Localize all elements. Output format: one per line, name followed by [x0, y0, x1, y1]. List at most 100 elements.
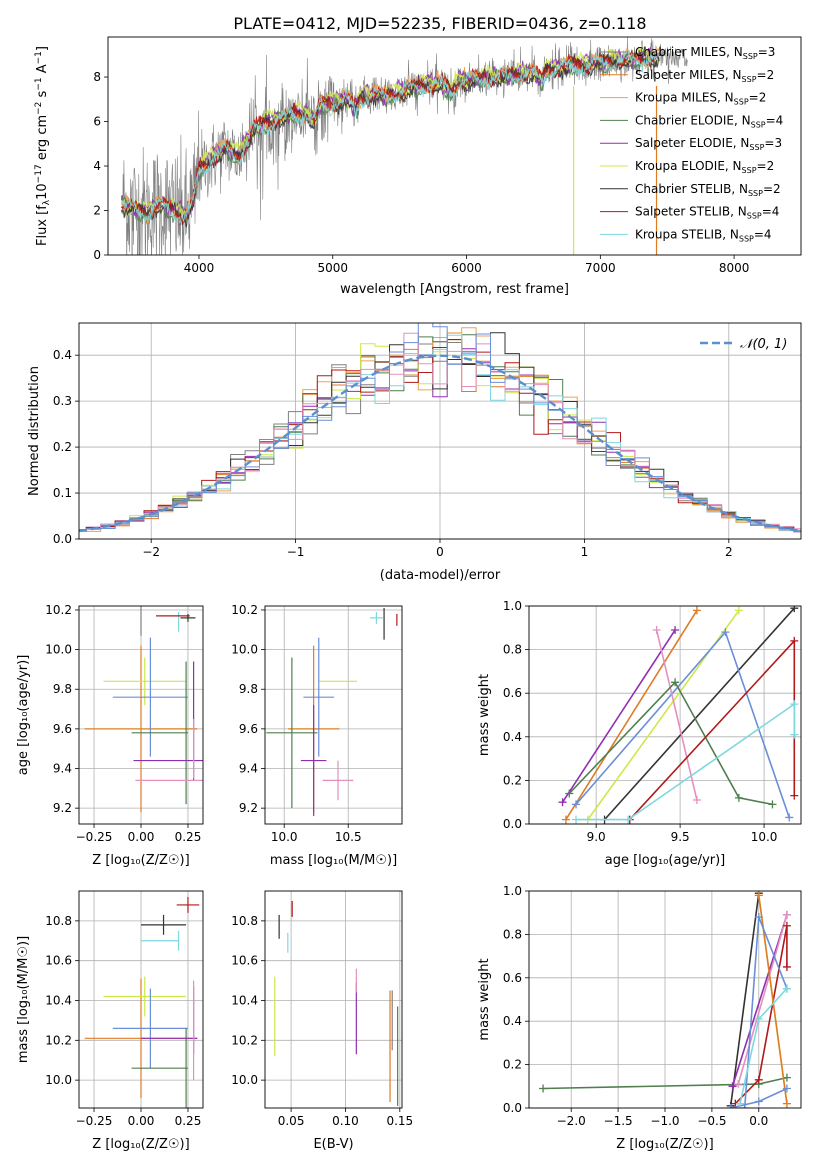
y-tick-label: 0.4 — [53, 348, 72, 362]
weight-marker — [734, 793, 743, 802]
weight-line — [576, 702, 796, 821]
y-tick-label: 10.2 — [45, 603, 72, 617]
y-tick-label: 9.2 — [239, 801, 258, 815]
figure-title: PLATE=0412, MJD=52235, FIBERID=0436, z=0… — [233, 14, 646, 33]
x-tick-label: −0.25 — [76, 1114, 113, 1128]
x-tick-label: 9.5 — [671, 830, 690, 844]
x-axis-label: (data-model)/error — [380, 568, 501, 583]
weight-marker — [790, 606, 799, 613]
plot-area — [84, 606, 203, 813]
legend-entry: Kroupa STELIB, NSSP=4 — [635, 227, 772, 243]
histogram-panel: −2 −1 0 1 2 0.0 0.1 0.2 0.3 0.4 (data-model)/error… — [27, 322, 802, 583]
y-axis-label: Flux [fλ10−17 erg cm−2 s−1 A−1] — [34, 46, 52, 246]
weight-marker — [790, 636, 799, 645]
weight-marker — [782, 1084, 791, 1093]
normal-curve — [79, 354, 801, 533]
y-tick-label: 0.0 — [503, 817, 522, 831]
x-tick-label: −1.0 — [650, 1114, 679, 1128]
y-tick-label: 9.8 — [53, 682, 72, 696]
x-tick-label: 10.0 — [271, 830, 298, 844]
plot-area — [84, 896, 200, 1108]
y-tick-label: 10.0 — [45, 643, 72, 657]
weight-line — [737, 914, 788, 1085]
y-tick-label: 10.0 — [45, 1073, 72, 1087]
y-tick-label: 1.0 — [503, 599, 522, 613]
y-tick-label: 10.8 — [45, 914, 72, 928]
weight-marker — [782, 921, 791, 930]
weight-marker — [565, 789, 574, 798]
x-tick-label: 5000 — [317, 261, 348, 275]
y-tick-label: 0.8 — [503, 927, 522, 941]
mass_vs_Z-panel: −0.25 0.00 0.25 10.0 10.2 10.4 10.6 10.8 Z [log₁… — [16, 890, 204, 1152]
x-tick-label: 0.25 — [175, 1114, 202, 1128]
x-axis-label: Z [log₁₀(Z/Z☉)] — [92, 1137, 189, 1152]
y-tick-label: 0.2 — [53, 440, 72, 454]
weight-marker — [790, 700, 799, 709]
weight-marker — [671, 678, 680, 687]
x-tick-label: 10.0 — [751, 830, 778, 844]
y-tick-label: 0.3 — [53, 394, 72, 408]
weight-marker — [782, 1099, 791, 1108]
histogram-step — [79, 332, 801, 532]
y-tick-label: 1.0 — [503, 884, 522, 898]
y-tick-label: 10.2 — [231, 603, 258, 617]
x-tick-label: −0.5 — [697, 1114, 726, 1128]
y-tick-label: 10.4 — [45, 993, 72, 1007]
x-tick-label: −1 — [287, 545, 305, 559]
y-tick-label: 0 — [93, 248, 101, 262]
x-tick-label: −0.25 — [76, 830, 113, 844]
weight-marker — [782, 910, 791, 919]
y-axis-label: mass weight — [477, 958, 492, 1040]
weight-line — [655, 629, 698, 801]
x-tick-label: −1.5 — [604, 1114, 633, 1128]
y-tick-label: 0.6 — [503, 686, 522, 700]
x-tick-label: 2 — [725, 545, 733, 559]
legend-entry: Salpeter ELODIE, NSSP=3 — [635, 136, 782, 152]
x-tick-label: 7000 — [585, 261, 616, 275]
y-tick-label: 0.0 — [53, 532, 72, 546]
weight-marker — [652, 625, 661, 634]
y-axis-label: Normed distribution — [27, 366, 42, 496]
y-tick-label: 0.8 — [503, 643, 522, 657]
weight-marker — [790, 730, 799, 739]
y-tick-label: 0.4 — [503, 730, 522, 744]
x-tick-label: 0 — [436, 545, 444, 559]
weight-marker — [671, 625, 680, 634]
y-tick-label: 9.8 — [239, 682, 258, 696]
legend-entry: Kroupa ELODIE, NSSP=2 — [635, 159, 774, 175]
x-axis-label: E(B-V) — [313, 1137, 353, 1152]
y-axis-label: mass [log₁₀(M/M☉)] — [16, 936, 31, 1063]
plot-area — [120, 37, 688, 255]
y-tick-label: 10.0 — [231, 643, 258, 657]
x-axis-label: wavelength [Angstrom, rest frame] — [340, 282, 569, 297]
y-tick-label: 10.2 — [231, 1033, 258, 1047]
weight-marker — [624, 815, 633, 824]
model-spectrum-line — [120, 49, 660, 224]
weight-marker — [790, 791, 799, 800]
weight-marker — [734, 1080, 743, 1089]
weight_vs_age-panel: 9.0 9.5 10.0 0.0 0.2 0.4 0.6 0.8 1.0 age [log₁₀(a… — [477, 599, 802, 868]
x-axis-label: Z [log₁₀(Z/Z☉)] — [616, 1137, 713, 1152]
weight-marker — [785, 813, 794, 822]
histogram-step — [79, 342, 801, 533]
y-tick-label: 0.6 — [503, 971, 522, 985]
x-tick-label: 1 — [581, 545, 589, 559]
x-axis-label: age [log₁₀(age/yr)] — [605, 853, 726, 868]
x-tick-label: 0.15 — [386, 1114, 413, 1128]
y-tick-label: 10.6 — [45, 954, 72, 968]
x-tick-label: −2.0 — [557, 1114, 586, 1128]
weight-marker — [740, 1104, 749, 1108]
weight-marker — [768, 800, 777, 809]
y-tick-label: 9.6 — [53, 722, 72, 736]
weight-line — [568, 680, 773, 806]
weight-line — [565, 609, 698, 821]
x-tick-label: 6000 — [451, 261, 482, 275]
y-tick-label: 0.2 — [503, 1058, 522, 1072]
plot-area — [558, 606, 799, 824]
y-tick-label: 10.0 — [231, 1073, 258, 1087]
data-tail — [660, 44, 688, 84]
y-tick-label: 9.6 — [239, 722, 258, 736]
y-tick-label: 8 — [93, 70, 101, 84]
y-tick-label: 10.6 — [231, 954, 258, 968]
y-tick-label: 0.0 — [503, 1101, 522, 1115]
